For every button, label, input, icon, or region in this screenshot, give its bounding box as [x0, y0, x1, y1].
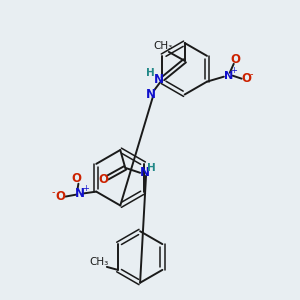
Text: H: H [147, 163, 155, 173]
Text: N: N [74, 187, 84, 200]
Text: H: H [146, 68, 154, 78]
Text: CH₃: CH₃ [89, 257, 109, 267]
Text: +: + [230, 66, 237, 75]
Text: O: O [56, 190, 66, 203]
Text: N: N [154, 73, 164, 86]
Text: N: N [140, 166, 150, 179]
Text: CH₃: CH₃ [153, 41, 172, 51]
Text: +: + [82, 184, 89, 193]
Text: O: O [242, 72, 252, 85]
Text: -: - [52, 187, 56, 196]
Text: O: O [71, 172, 81, 185]
Text: O: O [231, 53, 241, 66]
Text: O: O [98, 173, 108, 186]
Text: N: N [146, 88, 156, 101]
Text: -: - [250, 69, 253, 79]
Text: N: N [224, 71, 233, 81]
